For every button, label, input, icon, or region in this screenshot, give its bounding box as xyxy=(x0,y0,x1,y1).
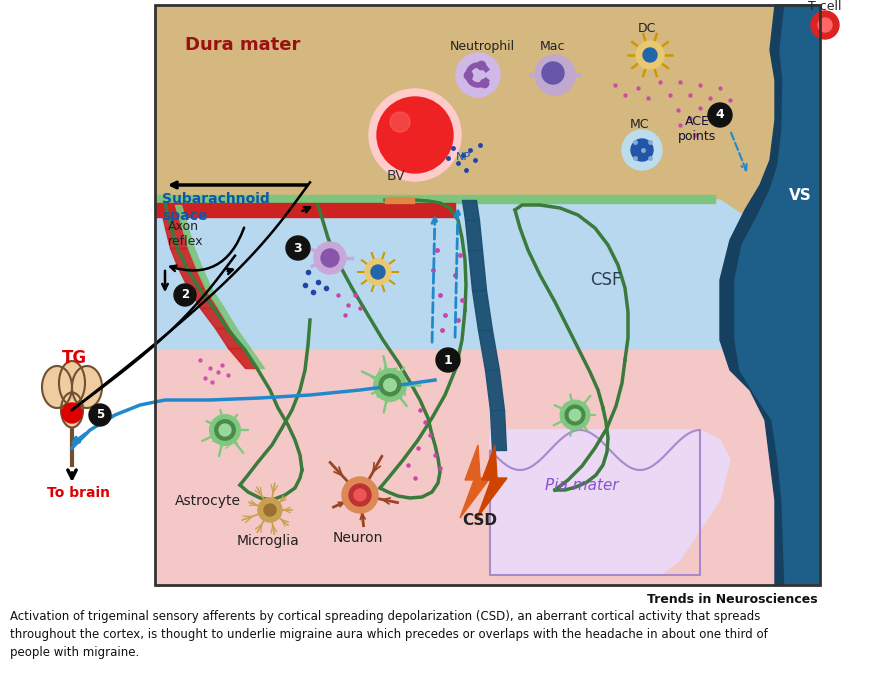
Text: TG: TG xyxy=(62,349,87,367)
Bar xyxy=(385,197,388,203)
Text: T cell: T cell xyxy=(807,0,840,13)
Circle shape xyxy=(348,484,370,506)
Text: 4: 4 xyxy=(715,108,724,121)
Text: MC: MC xyxy=(629,118,649,131)
Circle shape xyxy=(621,130,661,170)
Text: Microglia: Microglia xyxy=(236,534,300,548)
Text: Trends in Neurosciences: Trends in Neurosciences xyxy=(647,593,817,606)
Text: VS: VS xyxy=(787,188,811,202)
Polygon shape xyxy=(489,430,729,575)
Bar xyxy=(155,5,819,585)
Circle shape xyxy=(314,242,346,274)
Circle shape xyxy=(376,97,453,173)
Text: Axon
reflex: Axon reflex xyxy=(168,220,203,248)
Ellipse shape xyxy=(61,393,83,428)
Circle shape xyxy=(209,415,240,445)
Circle shape xyxy=(565,405,584,425)
Bar xyxy=(409,197,414,203)
Polygon shape xyxy=(460,445,489,518)
Polygon shape xyxy=(155,200,760,400)
Bar xyxy=(155,350,819,585)
Circle shape xyxy=(541,62,563,84)
Text: CSD: CSD xyxy=(461,513,496,528)
Bar xyxy=(389,197,394,203)
Circle shape xyxy=(435,348,460,372)
Bar xyxy=(155,5,819,585)
Text: DC: DC xyxy=(637,22,655,35)
Circle shape xyxy=(89,404,111,426)
Circle shape xyxy=(365,259,390,285)
Text: Neutrophil: Neutrophil xyxy=(449,40,514,53)
Circle shape xyxy=(642,48,656,62)
Circle shape xyxy=(219,424,230,436)
Circle shape xyxy=(630,139,653,161)
Circle shape xyxy=(707,103,731,127)
Circle shape xyxy=(354,489,366,501)
Text: CSF: CSF xyxy=(589,271,620,289)
Circle shape xyxy=(810,11,838,39)
Polygon shape xyxy=(720,5,819,585)
Text: 5: 5 xyxy=(96,408,104,422)
Text: Activation of trigeminal sensory afferents by cortical spreading depolarization : Activation of trigeminal sensory afferen… xyxy=(10,610,760,623)
Polygon shape xyxy=(476,445,507,518)
Circle shape xyxy=(635,41,663,69)
Circle shape xyxy=(389,112,409,132)
Circle shape xyxy=(379,374,401,396)
Text: Mac: Mac xyxy=(540,40,565,53)
Ellipse shape xyxy=(59,361,85,405)
Bar xyxy=(155,203,454,217)
Text: NP: NP xyxy=(455,152,471,162)
Circle shape xyxy=(455,53,500,97)
Circle shape xyxy=(568,409,580,421)
Text: people with migraine.: people with migraine. xyxy=(10,646,139,659)
Polygon shape xyxy=(734,5,819,585)
Bar xyxy=(155,195,714,203)
Text: To brain: To brain xyxy=(47,486,109,500)
Text: ACE
points: ACE points xyxy=(677,115,715,143)
Bar xyxy=(405,197,408,203)
Text: Astrocyte: Astrocyte xyxy=(175,494,241,508)
Circle shape xyxy=(62,403,82,423)
Circle shape xyxy=(817,18,831,32)
Circle shape xyxy=(383,379,396,391)
Circle shape xyxy=(321,249,339,267)
Text: 2: 2 xyxy=(181,288,189,302)
Text: 1: 1 xyxy=(443,353,452,366)
Bar xyxy=(400,197,403,203)
Text: Pia mater: Pia mater xyxy=(544,478,618,493)
Circle shape xyxy=(342,477,377,513)
Circle shape xyxy=(215,420,235,440)
Circle shape xyxy=(370,265,385,279)
Text: BV: BV xyxy=(387,169,405,183)
Text: 3: 3 xyxy=(294,241,302,255)
Circle shape xyxy=(258,498,282,522)
Ellipse shape xyxy=(72,366,102,408)
Circle shape xyxy=(560,400,589,430)
Circle shape xyxy=(263,504,275,516)
Bar xyxy=(395,197,399,203)
Text: Neuron: Neuron xyxy=(333,531,383,545)
Circle shape xyxy=(286,236,309,260)
Text: Dura mater: Dura mater xyxy=(185,36,300,54)
Text: Subarachnoid
space: Subarachnoid space xyxy=(162,192,269,223)
Ellipse shape xyxy=(42,366,72,408)
Circle shape xyxy=(534,55,574,95)
Text: throughout the cortex, is thought to underlie migraine aura which precedes or ov: throughout the cortex, is thought to und… xyxy=(10,628,766,641)
Circle shape xyxy=(174,284,196,306)
Circle shape xyxy=(374,368,406,401)
Circle shape xyxy=(368,89,461,181)
